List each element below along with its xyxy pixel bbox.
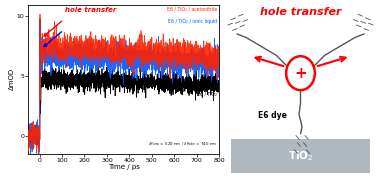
Bar xyxy=(231,139,370,173)
Text: hole transfer: hole transfer xyxy=(260,7,341,17)
Y-axis label: ΔmOD: ΔmOD xyxy=(9,68,15,90)
Text: $\lambda_{Pump}$ = 520 nm / $\lambda_{Probe}$ = 740 nm: $\lambda_{Pump}$ = 520 nm / $\lambda_{Pr… xyxy=(148,140,217,149)
Text: hole transfer: hole transfer xyxy=(65,7,116,13)
Text: E6 dye: E6 dye xyxy=(258,111,287,120)
Text: E6 / TiO₂: E6 / TiO₂ xyxy=(197,91,217,96)
Text: E6 / TiO₂ / acetonitrile: E6 / TiO₂ / acetonitrile xyxy=(167,6,217,11)
Text: TiO$_2$: TiO$_2$ xyxy=(288,149,313,163)
Text: E6 / TiO₂ / ionic liquid: E6 / TiO₂ / ionic liquid xyxy=(168,19,217,24)
Text: +: + xyxy=(294,66,307,81)
X-axis label: Time / ps: Time / ps xyxy=(108,164,140,170)
